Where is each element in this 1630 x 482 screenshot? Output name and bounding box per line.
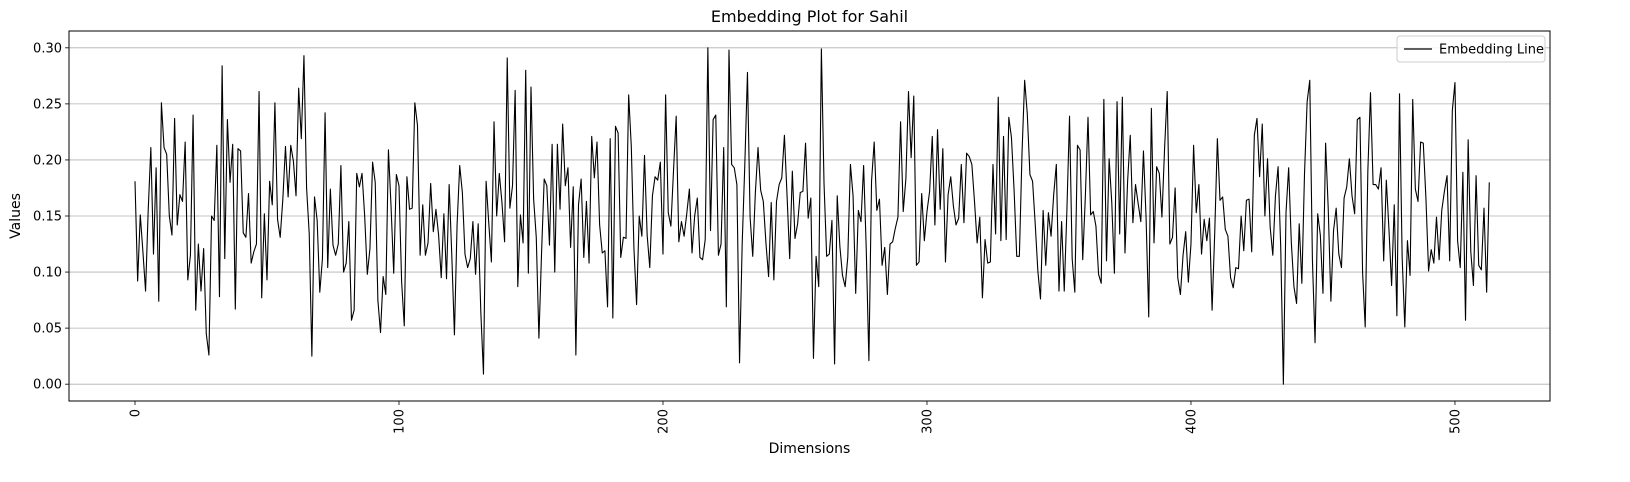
y-tick-label: 0.25	[33, 97, 62, 112]
y-tick-label: 0.15	[33, 210, 62, 225]
chart-title: Embedding Plot for Sahil	[711, 7, 908, 26]
x-tick-label: 200	[656, 409, 671, 434]
y-tick-label: 0.05	[33, 322, 62, 337]
gridlines	[69, 47, 1550, 385]
y-tick-label: 0.10	[33, 266, 62, 281]
x-tick-label: 300	[920, 409, 935, 434]
legend-box	[1396, 35, 1546, 63]
series-layer	[134, 47, 1490, 385]
series-line-embedding	[134, 47, 1490, 385]
x-axis-label: Dimensions	[769, 441, 851, 457]
y-tick-label: 0.00	[33, 378, 62, 393]
y-axis-label: Values	[8, 193, 24, 239]
y-tick-label: 0.30	[33, 41, 62, 56]
x-tick-label: 500	[1448, 409, 1463, 434]
y-tick-label: 0.20	[33, 153, 62, 168]
x-axis-ticks: 0 100 200 300 400 500	[128, 401, 1463, 434]
legend-entry-embedding-line: Embedding Line	[1439, 43, 1544, 58]
x-tick-label: 400	[1184, 409, 1199, 434]
y-axis-ticks: 0.00 0.05 0.10 0.15 0.20 0.25 0.30	[33, 41, 69, 393]
x-tick-label: 0	[128, 409, 143, 417]
x-tick-label: 100	[392, 409, 407, 434]
legend: Embedding Line	[1396, 35, 1546, 63]
